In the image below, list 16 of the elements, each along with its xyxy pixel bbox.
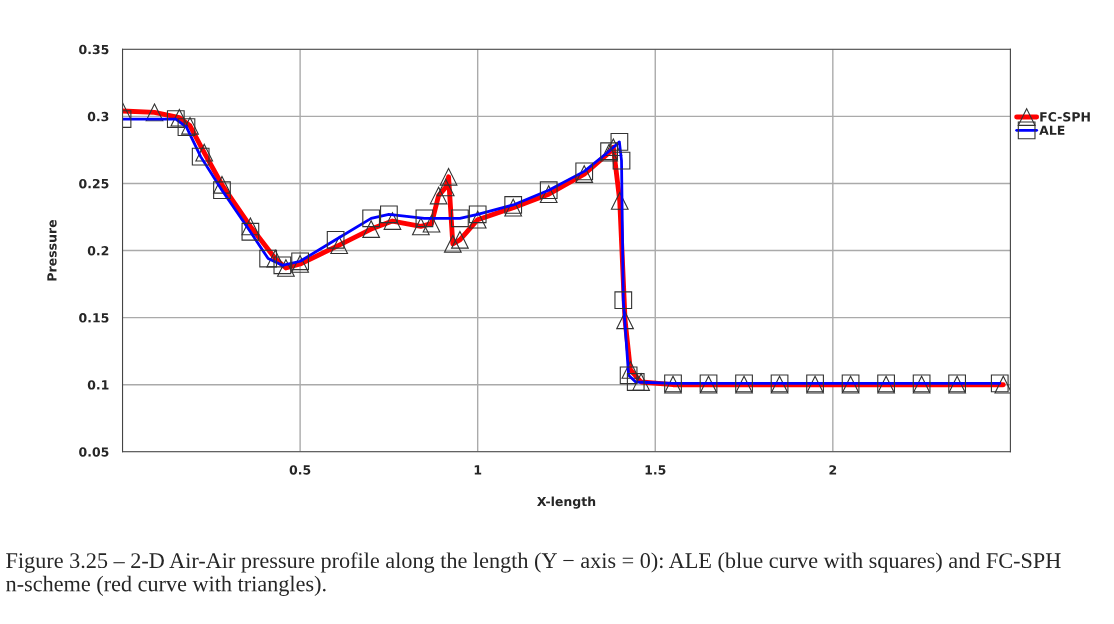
- y-tick-label: 0.25: [79, 178, 109, 189]
- x-axis-title: X-length: [537, 496, 596, 509]
- x-tick-label: 2: [829, 465, 837, 475]
- legend-label: FC-SPH: [1040, 112, 1090, 122]
- y-tick-label: 0.1: [87, 380, 109, 390]
- caption: Figure 3.25 – 2-D Air-Air pressure profile along the length (Y − axis = 0): ALE (blue curve with squares) and FC-SPH n-scheme (red curve with triangles).: [6, 552, 1061, 596]
- legend-label: ALE: [1039, 125, 1065, 135]
- x-tick-label: 0.5: [289, 465, 311, 475]
- y-tick-label: 0.3: [87, 111, 109, 122]
- y-tick-label: 0.05: [79, 447, 109, 457]
- y-tick-label: 0.2: [87, 246, 109, 256]
- x-tick-label: 1: [474, 465, 482, 475]
- x-tick-label: 1.5: [645, 465, 666, 475]
- y-tick-label: 0.35: [79, 44, 109, 55]
- y-axis-title: Pressure: [47, 220, 57, 281]
- y-tick-label: 0.15: [79, 313, 109, 323]
